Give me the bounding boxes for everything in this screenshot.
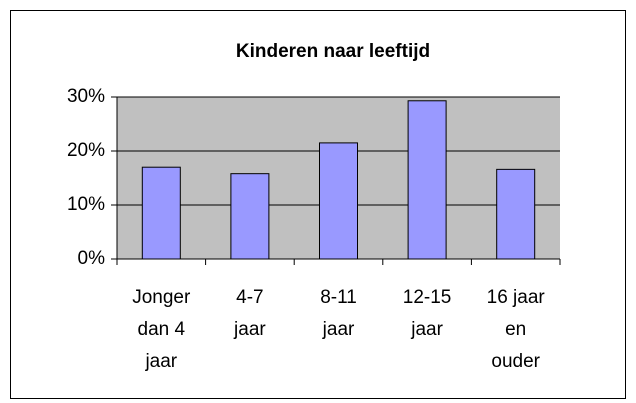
bar — [319, 142, 358, 260]
x-tick-label: 12-15 jaar — [402, 287, 452, 340]
bar — [407, 100, 447, 260]
y-tick-label: 0% — [78, 248, 106, 269]
y-tick-label: 20% — [67, 140, 105, 161]
y-tick-label: 30% — [67, 86, 105, 107]
bar — [141, 166, 181, 260]
bar — [230, 173, 270, 260]
chart-title: Kinderen naar leeftijd — [236, 41, 430, 62]
bar — [496, 168, 536, 260]
x-tick-label: Jonger dan 4 jaar — [132, 287, 191, 372]
x-tick-label: 8-11 jaar — [320, 287, 357, 340]
x-tick-label: 4-7 jaar — [234, 287, 266, 340]
y-tick-label: 10% — [67, 194, 105, 215]
x-tick-label: 16 jaar en ouder — [486, 287, 545, 372]
